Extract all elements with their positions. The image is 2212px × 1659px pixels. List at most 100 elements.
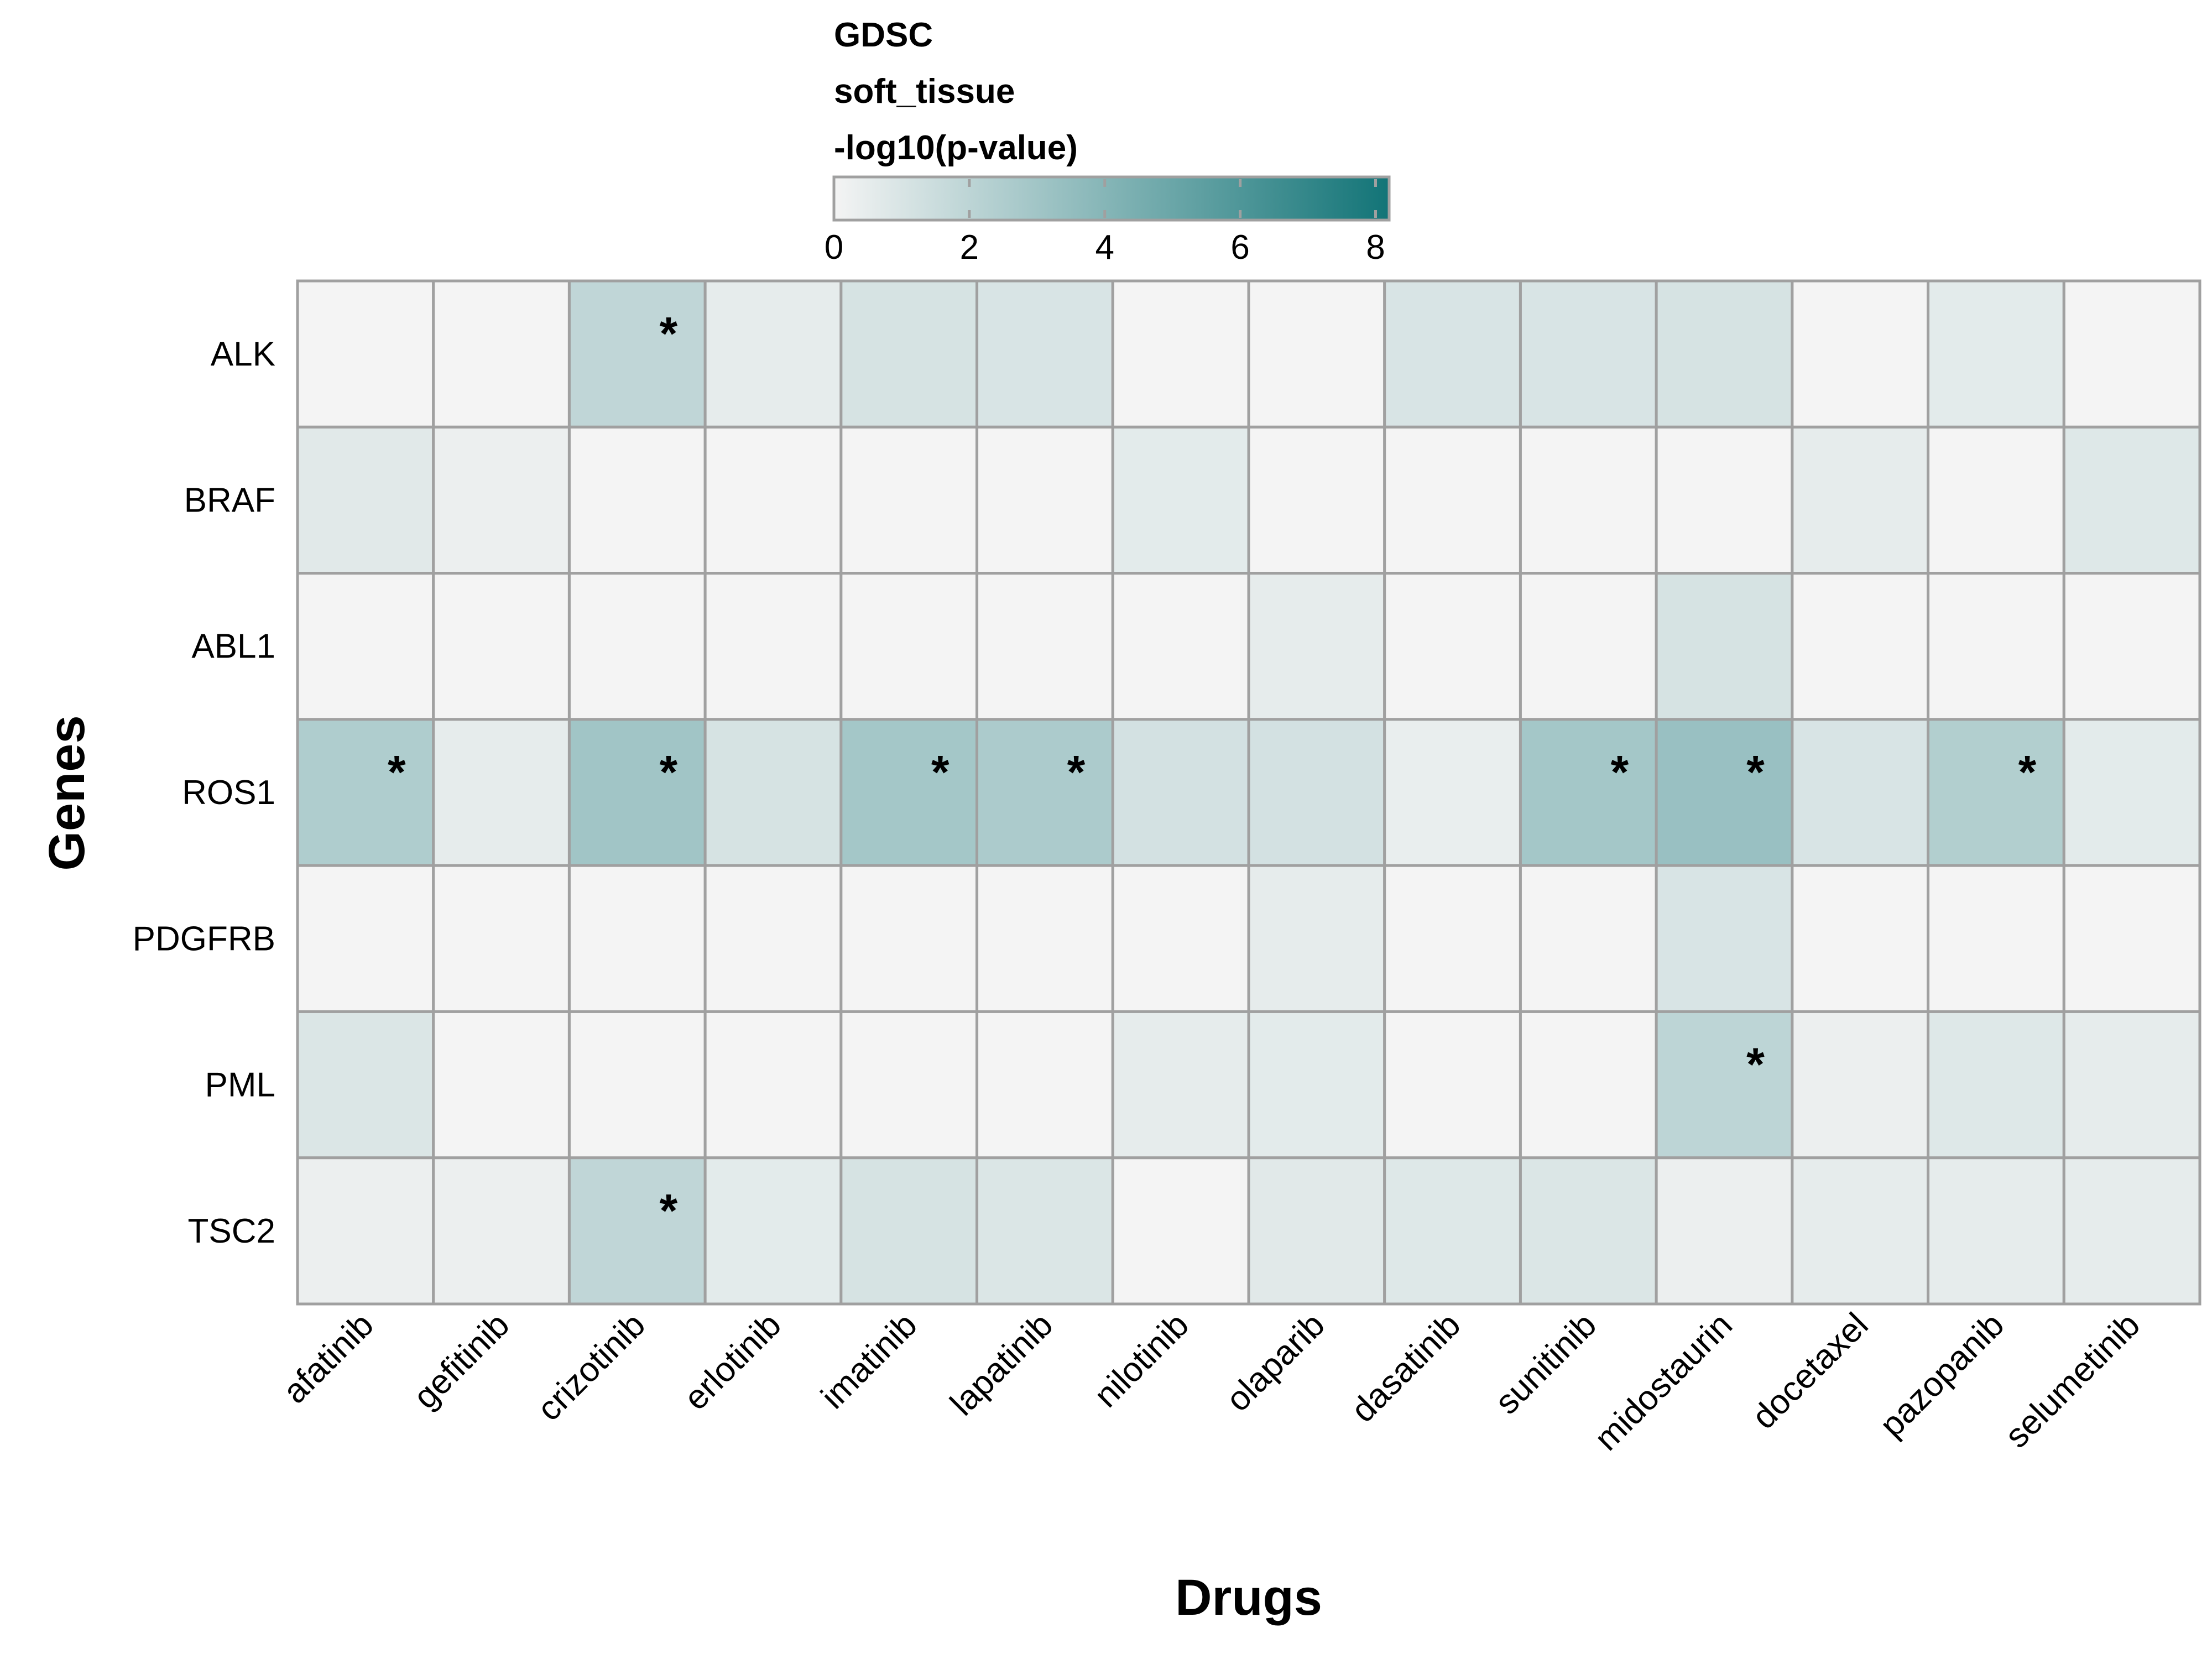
significance-marker: * xyxy=(659,307,677,359)
heatmap-cell-ros1-gefitinib xyxy=(432,718,571,867)
column-label-olaparib: olaparib xyxy=(1219,1306,1332,1419)
significance-marker: * xyxy=(388,746,406,798)
heatmap-cell-pml-gefitinib xyxy=(432,1010,571,1160)
heatmap-cell-ros1-selumetinib xyxy=(2062,718,2201,867)
heatmap-cell-braf-midostaurin xyxy=(1655,425,1794,575)
heatmap-cell-alk-crizotinib xyxy=(567,279,707,429)
legend-colorbar xyxy=(832,175,1391,222)
heatmap-cell-tsc2-imatinib xyxy=(839,1156,979,1306)
row-labels: ALK BRAF ABL1 ROS1 PDGFRB PML TSC2 xyxy=(133,335,275,1250)
column-label-lapatinib: lapatinib xyxy=(943,1306,1060,1423)
heatmap-cell-braf-sunitinib xyxy=(1519,425,1658,575)
heatmap-cell-tsc2-crizotinib xyxy=(567,1156,707,1306)
x-axis-title: Drugs xyxy=(1175,1569,1322,1626)
column-label-midostaurin: midostaurin xyxy=(1587,1306,1739,1458)
row-label-pdgfrb: PDGFRB xyxy=(133,920,275,958)
heatmap-cell-pdgfrb-olaparib xyxy=(1247,864,1386,1013)
heatmap-cell-pml-midostaurin xyxy=(1655,1010,1794,1160)
significance-marker: * xyxy=(931,746,950,798)
heatmap-cell-alk-gefitinib xyxy=(432,279,571,429)
column-label-dasatinib: dasatinib xyxy=(1344,1306,1468,1430)
legend: GDSC soft_tissue -log10(p-value) 0 2 4 6 8 xyxy=(825,16,1391,267)
heatmap-cell-pml-sunitinib xyxy=(1519,1010,1658,1160)
column-label-gefitinib: gefitinib xyxy=(406,1306,517,1416)
column-label-crizotinib: crizotinib xyxy=(530,1306,653,1428)
heatmap-cell-braf-crizotinib xyxy=(567,425,707,575)
heatmap-cell-pdgfrb-pazopanib xyxy=(1927,864,2065,1013)
column-label-sunitinib: sunitinib xyxy=(1488,1306,1604,1422)
heatmap-cell-abl1-gefitinib xyxy=(432,572,571,721)
legend-tick-label: 0 xyxy=(825,228,843,267)
heatmap-cell-tsc2-midostaurin xyxy=(1655,1156,1794,1306)
legend-title-line-1: GDSC xyxy=(834,16,933,54)
heatmap-cell-abl1-sunitinib xyxy=(1519,572,1658,721)
heatmap-cell-pdgfrb-afatinib xyxy=(296,864,435,1013)
heatmap-cell-pdgfrb-sunitinib xyxy=(1519,864,1658,1013)
heatmap-cell-abl1-afatinib xyxy=(296,572,435,721)
heatmap-cell-braf-gefitinib xyxy=(432,425,571,575)
heatmap-cells xyxy=(296,279,2201,1306)
heatmap-cell-pml-afatinib xyxy=(296,1010,435,1160)
heatmap-cell-braf-erlotinib xyxy=(703,425,843,575)
heatmap-cell-braf-nilotinib xyxy=(1111,425,1250,575)
heatmap-cell-abl1-lapatinib xyxy=(975,572,1114,721)
heatmap-cell-braf-selumetinib xyxy=(2062,425,2201,575)
heatmap-cell-braf-lapatinib xyxy=(975,425,1114,575)
heatmap-cell-alk-midostaurin xyxy=(1655,279,1794,429)
heatmap-cell-abl1-dasatinib xyxy=(1383,572,1522,721)
heatmap-cell-pml-nilotinib xyxy=(1111,1010,1250,1160)
heatmap-cell-ros1-lapatinib xyxy=(975,718,1114,867)
row-label-pml: PML xyxy=(205,1066,275,1104)
heatmap-cell-ros1-sunitinib xyxy=(1519,718,1658,867)
heatmap-cell-alk-selumetinib xyxy=(2062,279,2201,429)
heatmap-cell-ros1-olaparib xyxy=(1247,718,1386,867)
heatmap-cell-ros1-afatinib xyxy=(296,718,435,867)
legend-tick-label: 2 xyxy=(960,228,979,267)
heatmap-cell-abl1-midostaurin xyxy=(1655,572,1794,721)
heatmap-cell-alk-erlotinib xyxy=(703,279,843,429)
heatmap-cell-alk-dasatinib xyxy=(1383,279,1522,429)
legend-tick-label: 6 xyxy=(1230,228,1249,267)
heatmap-cell-tsc2-dasatinib xyxy=(1383,1156,1522,1306)
heatmap-cell-pdgfrb-crizotinib xyxy=(567,864,707,1013)
significance-marker: * xyxy=(659,1185,677,1237)
heatmap-cell-braf-afatinib xyxy=(296,425,435,575)
heatmap-cell-ros1-dasatinib xyxy=(1383,718,1522,867)
heatmap-cell-tsc2-selumetinib xyxy=(2062,1156,2201,1306)
heatmap-cell-pml-docetaxel xyxy=(1791,1010,1930,1160)
heatmap-cell-alk-imatinib xyxy=(839,279,979,429)
heatmap-cell-pdgfrb-docetaxel xyxy=(1791,864,1930,1013)
heatmap-cell-pml-olaparib xyxy=(1247,1010,1386,1160)
heatmap-cell-abl1-erlotinib xyxy=(703,572,843,721)
heatmap-cell-braf-pazopanib xyxy=(1927,425,2065,575)
heatmap-cell-braf-olaparib xyxy=(1247,425,1386,575)
heatmap-cell-pml-pazopanib xyxy=(1927,1010,2065,1160)
significance-marker: * xyxy=(2018,746,2037,798)
heatmap-cell-abl1-crizotinib xyxy=(567,572,707,721)
heatmap-cell-pml-dasatinib xyxy=(1383,1010,1522,1160)
y-axis-title: Genes xyxy=(39,715,95,870)
row-label-braf: BRAF xyxy=(184,481,275,519)
column-label-afatinib: afatinib xyxy=(276,1306,381,1411)
heatmap-cell-alk-docetaxel xyxy=(1791,279,1930,429)
heatmap-cell-tsc2-gefitinib xyxy=(432,1156,571,1306)
heatmap-cell-ros1-crizotinib xyxy=(567,718,707,867)
heatmap-cell-pdgfrb-gefitinib xyxy=(432,864,571,1013)
heatmap-cell-ros1-docetaxel xyxy=(1791,718,1930,867)
legend-title-line-3: -log10(p-value) xyxy=(834,129,1078,167)
column-label-selumetinib: selumetinib xyxy=(1997,1306,2147,1455)
heatmap-cell-pdgfrb-imatinib xyxy=(839,864,979,1013)
heatmap-cell-pdgfrb-nilotinib xyxy=(1111,864,1250,1013)
heatmap-cell-pdgfrb-lapatinib xyxy=(975,864,1114,1013)
column-labels: afatinib gefitinib crizotinib erlotinib imat… xyxy=(276,1306,2147,1458)
column-label-pazopanib: pazopanib xyxy=(1872,1306,2011,1444)
heatmap-cell-tsc2-erlotinib xyxy=(703,1156,843,1306)
heatmap-cell-alk-afatinib xyxy=(296,279,435,429)
heatmap-cell-pdgfrb-selumetinib xyxy=(2062,864,2201,1013)
legend-tick-label: 4 xyxy=(1095,228,1114,267)
heatmap-cell-ros1-erlotinib xyxy=(703,718,843,867)
heatmap-cell-braf-dasatinib xyxy=(1383,425,1522,575)
heatmap-cell-ros1-imatinib xyxy=(839,718,979,867)
heatmap-cell-pml-selumetinib xyxy=(2062,1010,2201,1160)
heatmap-cell-alk-olaparib xyxy=(1247,279,1386,429)
